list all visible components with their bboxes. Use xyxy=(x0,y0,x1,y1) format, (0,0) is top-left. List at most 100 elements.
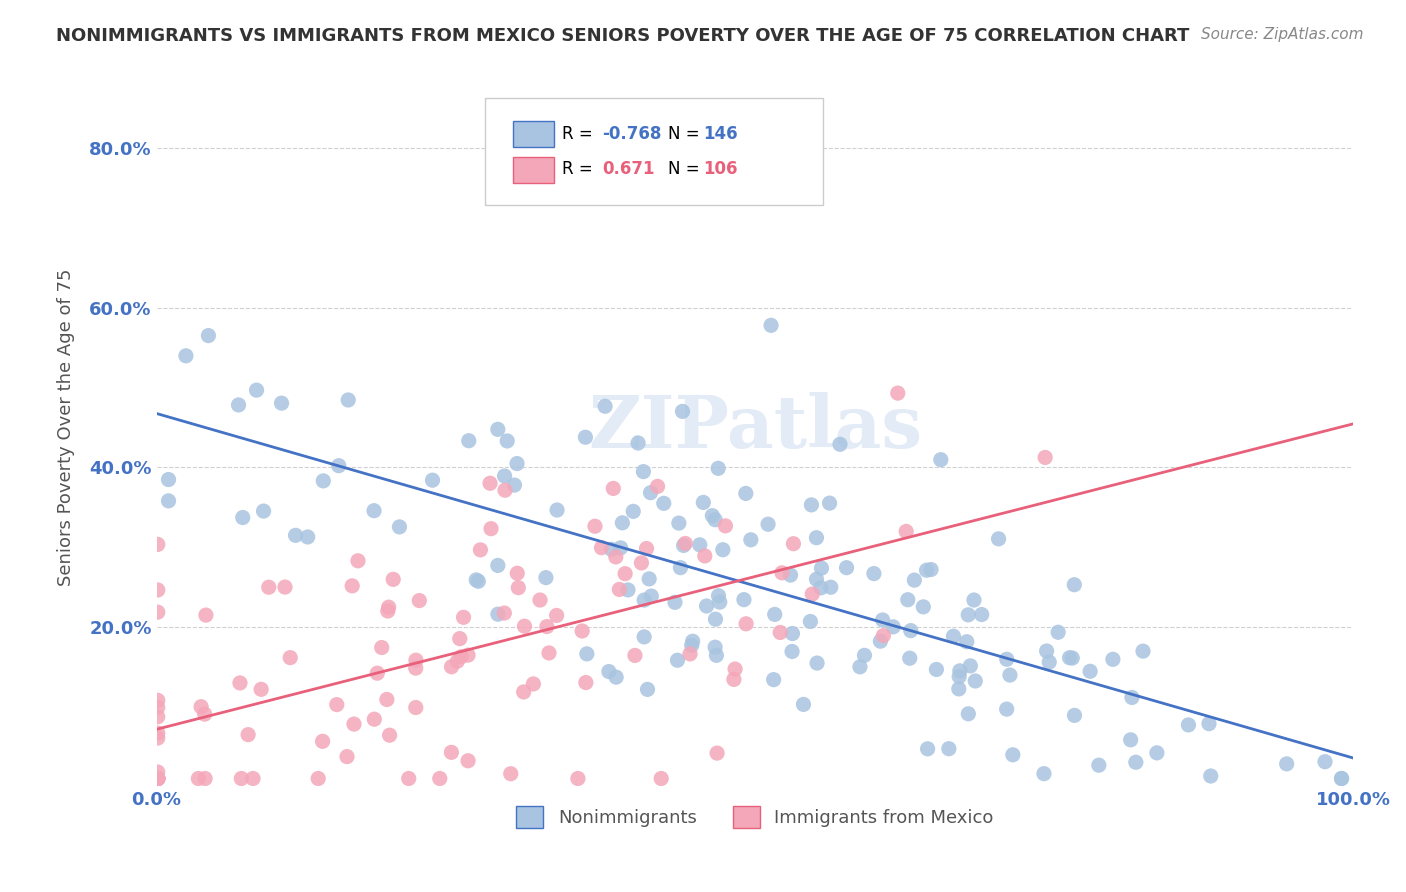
Point xyxy=(668,516,690,530)
Point xyxy=(792,698,814,712)
Point xyxy=(506,566,529,581)
Point xyxy=(598,665,620,679)
Point xyxy=(1177,718,1199,732)
Point xyxy=(617,582,640,597)
Point xyxy=(1001,747,1024,762)
Point xyxy=(506,457,529,471)
Point xyxy=(734,486,756,500)
Point xyxy=(806,531,828,545)
Point xyxy=(897,592,920,607)
Point xyxy=(915,563,938,577)
Point xyxy=(252,504,274,518)
Point xyxy=(763,607,786,622)
Point xyxy=(709,595,731,609)
Point xyxy=(917,741,939,756)
Point xyxy=(1275,756,1298,771)
Point xyxy=(853,648,876,663)
Point xyxy=(486,558,509,573)
Point xyxy=(806,572,828,586)
Point xyxy=(228,398,250,412)
Point xyxy=(307,772,329,786)
Point xyxy=(257,580,280,594)
Point xyxy=(759,318,782,333)
Point xyxy=(326,698,349,712)
Point xyxy=(408,593,430,607)
Point xyxy=(311,734,333,748)
Point xyxy=(800,498,823,512)
Point xyxy=(284,528,307,542)
Point xyxy=(835,560,858,574)
Point xyxy=(194,707,217,722)
Point xyxy=(636,541,658,556)
Point xyxy=(494,606,516,620)
Point xyxy=(692,495,714,509)
Point xyxy=(370,640,392,655)
Point xyxy=(898,651,921,665)
Point xyxy=(347,554,370,568)
Y-axis label: Seniors Poverty Over the Age of 75: Seniors Poverty Over the Age of 75 xyxy=(58,268,75,586)
Text: 0.671: 0.671 xyxy=(602,161,654,178)
Point xyxy=(706,746,728,760)
Point xyxy=(382,572,405,586)
Point xyxy=(375,692,398,706)
Point xyxy=(146,772,169,786)
Point xyxy=(912,599,935,614)
Point xyxy=(995,702,1018,716)
Point xyxy=(194,608,217,623)
Point xyxy=(449,632,471,646)
Point xyxy=(157,473,180,487)
Point xyxy=(609,541,631,555)
Point xyxy=(724,662,747,676)
Point xyxy=(925,663,948,677)
Point xyxy=(872,629,894,643)
Point xyxy=(1078,665,1101,679)
Point xyxy=(810,581,832,595)
Text: 146: 146 xyxy=(703,125,738,143)
Point xyxy=(575,675,598,690)
Point xyxy=(863,566,886,581)
Point xyxy=(942,629,965,643)
Point xyxy=(470,542,492,557)
Point xyxy=(546,503,568,517)
Point xyxy=(652,496,675,510)
Point xyxy=(630,556,652,570)
Point xyxy=(707,589,730,603)
Point xyxy=(799,615,821,629)
Point xyxy=(756,517,779,532)
Point xyxy=(496,434,519,448)
Point xyxy=(146,772,169,786)
Point xyxy=(567,772,589,786)
Point xyxy=(782,626,804,640)
Point xyxy=(650,772,672,786)
Point xyxy=(810,561,832,575)
Point xyxy=(336,749,359,764)
Point xyxy=(146,605,169,619)
Point xyxy=(378,728,401,742)
Point xyxy=(735,616,758,631)
Point xyxy=(987,532,1010,546)
Point xyxy=(146,726,169,740)
Point xyxy=(612,516,634,530)
Text: 106: 106 xyxy=(703,161,738,178)
Point xyxy=(624,648,647,663)
Point xyxy=(513,619,536,633)
Point xyxy=(146,693,169,707)
Point xyxy=(422,473,444,487)
Point xyxy=(537,646,560,660)
Point xyxy=(366,666,388,681)
Point xyxy=(689,538,711,552)
Point xyxy=(1063,708,1085,723)
Text: R =: R = xyxy=(562,161,599,178)
Point xyxy=(146,537,169,551)
Point xyxy=(673,536,696,550)
Point xyxy=(1059,650,1081,665)
Point xyxy=(970,607,993,622)
Point xyxy=(250,682,273,697)
Point xyxy=(529,593,551,607)
Point xyxy=(706,648,728,663)
Point xyxy=(929,452,952,467)
Text: N =: N = xyxy=(668,125,704,143)
Point xyxy=(920,562,942,576)
Point xyxy=(1330,772,1353,786)
Point xyxy=(647,479,669,493)
